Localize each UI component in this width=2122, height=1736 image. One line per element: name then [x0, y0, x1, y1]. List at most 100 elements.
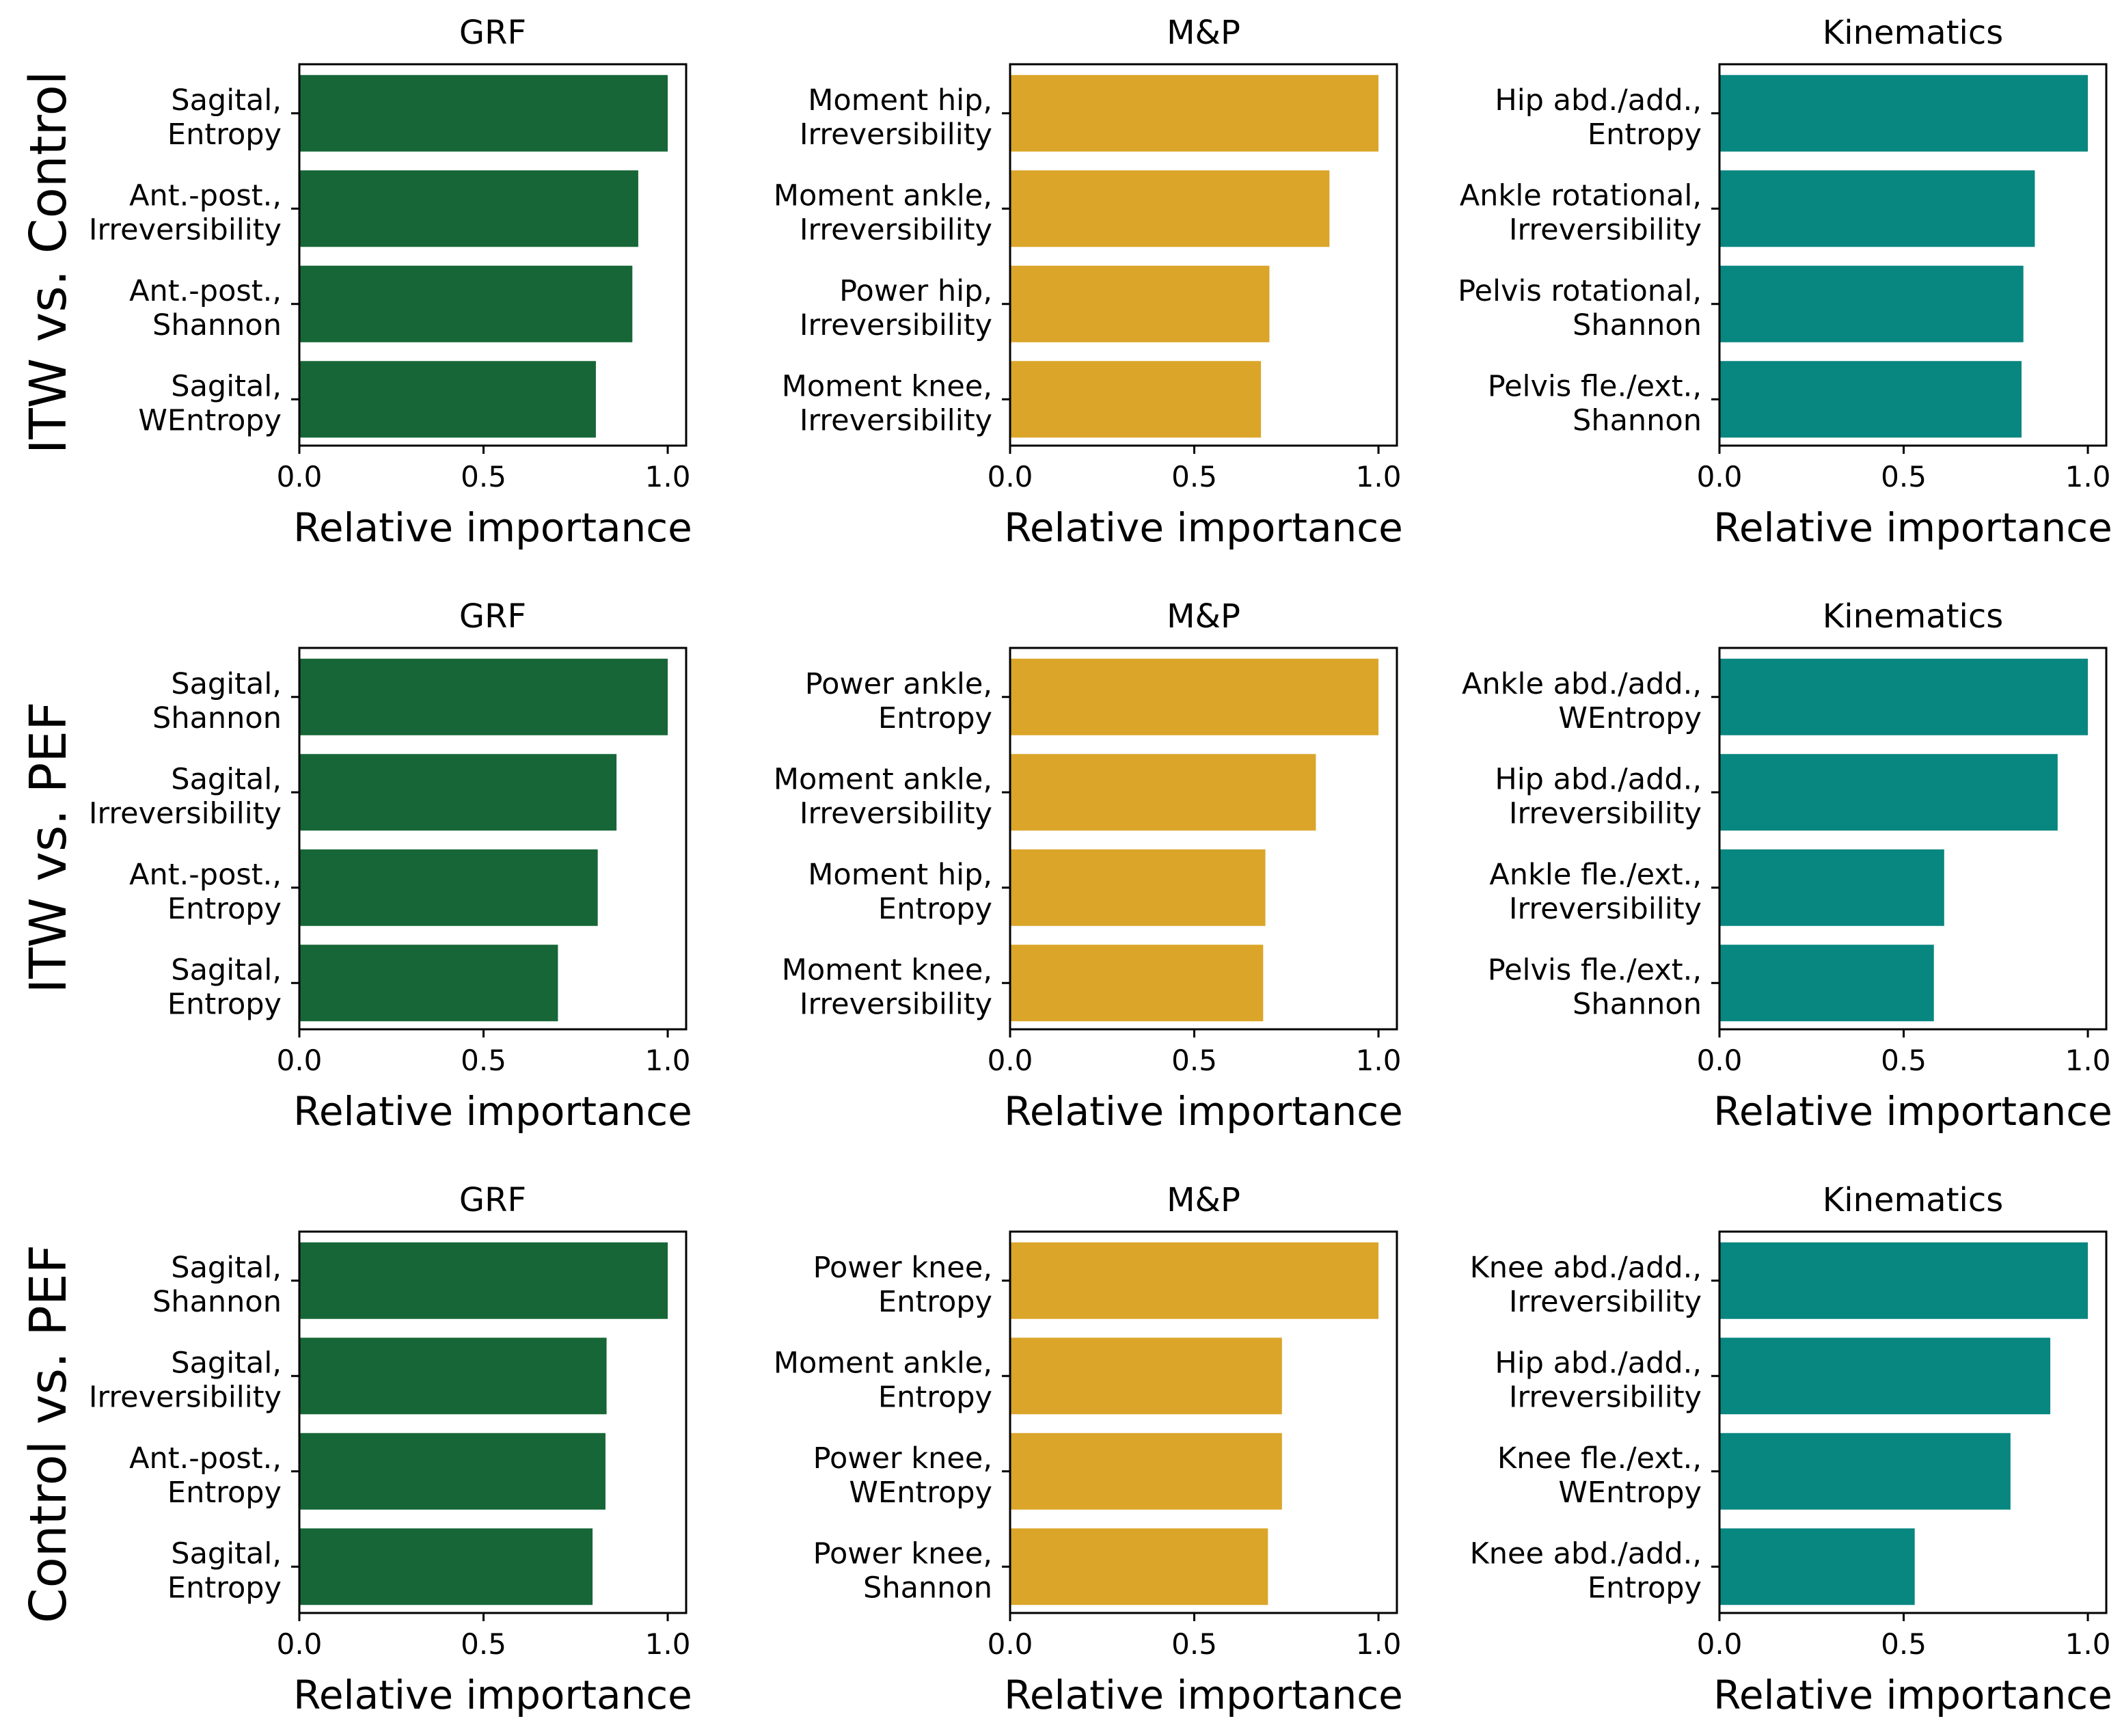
panel-control-vs-pef-kinematics-xlabel: Relative importance: [1713, 1672, 2112, 1718]
panel-itw-vs-pef-grf-category-label-line: Sagital,: [171, 953, 282, 987]
panel-itw-vs-control-kinematics: Kinematics Hip abd./add., Entropy Ankle rot…: [1458, 14, 2112, 551]
panel-itw-vs-control-mandp-category-label-line: Moment ankle,: [774, 178, 992, 213]
panel-itw-vs-control-kinematics-bar: [1719, 170, 2035, 247]
panel-control-vs-pef-grf-category-label-line: Entropy: [167, 1476, 282, 1510]
panel-itw-vs-pef-kinematics-frame: [1718, 647, 2108, 1031]
panel-itw-vs-control-mandp-category-label: Power hip, Irreversibility: [800, 274, 992, 342]
panel-itw-vs-control-grf-bar: [299, 265, 633, 342]
panel-itw-vs-pef-kinematics-category-label: Ankle abd./add., WEntropy: [1462, 667, 1702, 735]
panel-itw-vs-control-grf-category-label-line: Ant.-post.,: [129, 274, 282, 308]
panel-itw-vs-control-kinematics-frame: [1718, 63, 2108, 447]
panel-control-vs-pef-grf-category-label: Ant.-post., Entropy: [129, 1441, 282, 1510]
panel-control-vs-pef-mandp-category-label-line: Power knee,: [813, 1251, 992, 1285]
panel-itw-vs-pef-kinematics-bar: [1719, 945, 1934, 1022]
panel-itw-vs-control-mandp-category-label: Moment knee, Irreversibility: [782, 369, 992, 437]
panel-itw-vs-pef-grf-bar: [299, 658, 668, 735]
panel-control-vs-pef-grf-category-label-line: Sagital,: [171, 1536, 282, 1571]
panel-itw-vs-control-kinematics-bar: [1719, 361, 2022, 438]
panel-itw-vs-control-grf-bar: [299, 170, 638, 247]
panel-control-vs-pef-mandp-frame: [1009, 1230, 1398, 1614]
panel-itw-vs-control-kinematics-category-label: Ankle rotational, Irreversibility: [1460, 178, 1702, 247]
panel-itw-vs-control-mandp-bar: [1010, 361, 1262, 438]
panel-itw-vs-pef-grf-category-label-line: Ant.-post.,: [129, 858, 282, 892]
panel-control-vs-pef-mandp-category-label: Moment ankle, Entropy: [774, 1346, 992, 1414]
panel-control-vs-pef-grf-bar: [299, 1528, 593, 1605]
panel-itw-vs-pef-mandp-category-label: Moment knee, Irreversibility: [782, 953, 992, 1021]
panel-control-vs-pef-kinematics-bar: [1719, 1433, 2011, 1510]
panel-itw-vs-control-grf-category-label: Ant.-post., Shannon: [129, 274, 282, 342]
panel-control-vs-pef-kinematics-category-label: Knee abd./add., Entropy: [1470, 1536, 1702, 1605]
panel-itw-vs-pef-mandp-xtick-label: 0.5: [1171, 1044, 1217, 1077]
panel-control-vs-pef-mandp-xlabel: Relative importance: [1004, 1672, 1403, 1718]
panel-itw-vs-pef-kinematics-bar: [1719, 849, 1944, 926]
panel-itw-vs-pef-mandp-category-label: Moment hip, Entropy: [808, 858, 992, 926]
panel-itw-vs-control-grf-category-label: Sagital, Entropy: [167, 83, 282, 152]
panel-itw-vs-pef-mandp-category-label-line: Moment ankle,: [774, 762, 992, 796]
panel-itw-vs-pef-kinematics-bar: [1719, 754, 2058, 831]
panel-itw-vs-pef-grf-title: GRF: [459, 597, 526, 636]
panel-itw-vs-control-mandp-bar: [1010, 265, 1270, 342]
panel-control-vs-pef-mandp-category-label-line: Power knee,: [813, 1536, 992, 1571]
panel-itw-vs-control-kinematics-category-label-line: Shannon: [1573, 308, 1702, 342]
panel-control-vs-pef-kinematics-xtick-label: 0.0: [1697, 1627, 1743, 1661]
panel-itw-vs-pef-grf-bar: [299, 945, 558, 1022]
panel-control-vs-pef-mandp-category-label: Power knee, Shannon: [813, 1536, 992, 1605]
panel-itw-vs-pef-kinematics-category-label-line: Pelvis fle./ext.,: [1488, 953, 1702, 987]
panel-control-vs-pef-mandp-title: M&P: [1167, 1181, 1240, 1219]
panel-control-vs-pef-mandp-category-label-line: WEntropy: [849, 1476, 992, 1510]
panel-itw-vs-control-mandp-bar: [1010, 170, 1330, 247]
panel-itw-vs-pef-grf-category-label-line: Shannon: [152, 701, 282, 735]
panel-itw-vs-pef-mandp-xtick-label: 1.0: [1356, 1044, 1402, 1077]
panel-control-vs-pef-kinematics-title: Kinematics: [1823, 1181, 2004, 1219]
panel-itw-vs-pef-kinematics-category-label-line: Ankle abd./add.,: [1462, 667, 1702, 701]
panel-control-vs-pef-mandp-category-label-line: Shannon: [863, 1571, 992, 1605]
panel-itw-vs-control-kinematics-category-label: Pelvis rotational, Shannon: [1458, 274, 1702, 342]
panel-itw-vs-pef-grf-category-label-line: Entropy: [167, 987, 282, 1021]
panel-itw-vs-control-mandp-xtick-label: 0.5: [1171, 460, 1217, 493]
panel-control-vs-pef-mandp-category-label-line: Entropy: [878, 1380, 992, 1414]
panel-itw-vs-pef-grf-bar: [299, 754, 617, 831]
panel-control-vs-pef-kinematics-bar: [1719, 1338, 2051, 1415]
panel-control-vs-pef-kinematics-category-label-line: WEntropy: [1558, 1476, 1702, 1510]
panel-control-vs-pef-mandp-xtick-label: 1.0: [1356, 1627, 1402, 1661]
panel-itw-vs-control-mandp-category-label-line: Moment knee,: [782, 369, 992, 403]
panel-itw-vs-control-kinematics-category-label-line: Shannon: [1573, 403, 1702, 437]
panel-control-vs-pef-mandp-category-label-line: Entropy: [878, 1285, 992, 1319]
panel-itw-vs-pef-mandp-category-label-line: Irreversibility: [800, 987, 992, 1021]
panel-itw-vs-pef-kinematics-category-label-line: Irreversibility: [1509, 892, 1702, 926]
panel-itw-vs-pef-grf-category-label: Sagital, Entropy: [167, 953, 282, 1021]
panel-itw-vs-control-grf-xtick-label: 1.0: [645, 460, 691, 493]
panel-itw-vs-control-grf-bar: [299, 361, 596, 438]
panel-itw-vs-control-mandp-xlabel: Relative importance: [1004, 504, 1403, 551]
panel-control-vs-pef-grf-bar: [299, 1338, 607, 1415]
panel-itw-vs-control-kinematics-xtick-label: 0.0: [1697, 460, 1743, 493]
panel-control-vs-pef-grf-bar: [299, 1433, 606, 1510]
panel-itw-vs-pef-kinematics-category-label-line: WEntropy: [1558, 701, 1702, 735]
panel-control-vs-pef-kinematics-category-label-line: Hip abd./add.,: [1495, 1346, 1702, 1380]
panel-itw-vs-pef-mandp-bar: [1010, 849, 1266, 926]
panel-control-vs-pef-mandp-bar: [1010, 1338, 1282, 1415]
panel-itw-vs-control-mandp-category-label-line: Irreversibility: [800, 118, 992, 152]
panel-itw-vs-pef-grf-category-label: Ant.-post., Entropy: [129, 858, 282, 926]
panel-control-vs-pef-kinematics-category-label-line: Knee abd./add.,: [1470, 1251, 1702, 1285]
row-label-itw-vs-control: ITW vs. Control: [19, 71, 78, 455]
panel-itw-vs-pef-mandp-category-label: Moment ankle, Irreversibility: [774, 762, 992, 830]
panel-control-vs-pef-mandp-bar: [1010, 1433, 1282, 1510]
panel-itw-vs-control-kinematics-category-label: Hip abd./add., Entropy: [1495, 83, 1702, 152]
panel-itw-vs-control-kinematics-category-label: Pelvis fle./ext., Shannon: [1488, 369, 1702, 437]
panel-itw-vs-pef-grf-category-label-line: Sagital,: [171, 667, 282, 701]
panel-itw-vs-pef-kinematics-category-label-line: Irreversibility: [1509, 796, 1702, 830]
panel-itw-vs-control-kinematics-category-label-line: Pelvis fle./ext.,: [1488, 369, 1702, 403]
panel-itw-vs-control-kinematics-category-label-line: Entropy: [1588, 118, 1702, 152]
panel-itw-vs-pef-kinematics: Kinematics Ankle abd./add., WEntropy Hip ab…: [1462, 597, 2112, 1135]
panel-control-vs-pef-kinematics-category-label-line: Knee abd./add.,: [1470, 1536, 1702, 1571]
panel-control-vs-pef-grf-category-label-line: Shannon: [152, 1285, 282, 1319]
panel-itw-vs-pef-kinematics-bar: [1719, 658, 2089, 735]
panel-itw-vs-pef-kinematics-xlabel: Relative importance: [1713, 1088, 2112, 1135]
panel-itw-vs-pef-mandp-title: M&P: [1167, 597, 1240, 636]
